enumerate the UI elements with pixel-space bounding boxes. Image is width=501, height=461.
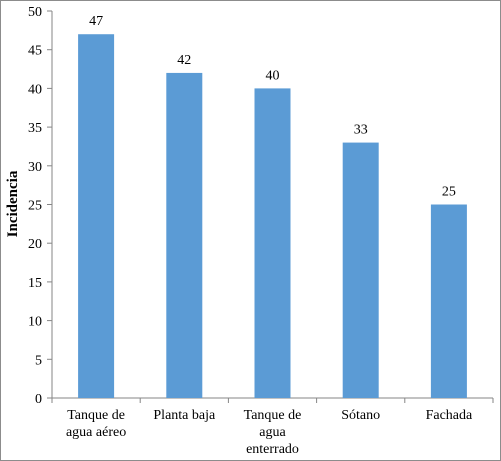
x-tick-label: Tanque de agua enterrado (244, 408, 302, 457)
bars (78, 34, 467, 399)
x-tick-label: Sótano (341, 408, 380, 423)
bar (430, 204, 467, 398)
y-tick-label: 30 (28, 160, 42, 175)
y-axis: 0 5 10 15 20 25 30 35 40 45 50 (28, 5, 53, 407)
data-label: 33 (354, 123, 368, 138)
y-tick-label: 0 (35, 392, 42, 407)
data-label: 47 (89, 14, 103, 29)
y-tick-label: 20 (28, 237, 42, 252)
y-tick-label: 35 (28, 121, 42, 136)
y-tick-label: 5 (35, 353, 42, 368)
bar (254, 88, 291, 399)
y-tick-label: 15 (28, 276, 42, 291)
data-label: 42 (177, 53, 191, 68)
x-tick-label: Planta baja (153, 408, 216, 423)
data-label: 40 (266, 68, 280, 83)
x-axis: Tanque de agua aéreo Planta baja Tanque de a… (51, 397, 494, 457)
y-axis-label: Incidencia (5, 170, 21, 237)
data-labels: 47 42 40 33 25 (89, 14, 456, 199)
x-tick-label: Fachada (426, 408, 473, 423)
bar (166, 72, 203, 399)
y-tick-label: 25 (28, 199, 42, 214)
y-tick-label: 10 (28, 315, 42, 330)
y-tick-label: 40 (28, 82, 42, 97)
data-label: 25 (442, 185, 456, 200)
y-tick-label: 45 (28, 44, 42, 59)
bar (342, 142, 379, 398)
x-tick-label: Tanque de agua aéreo (66, 408, 126, 440)
bar (78, 34, 115, 398)
y-tick-label: 50 (28, 5, 42, 20)
